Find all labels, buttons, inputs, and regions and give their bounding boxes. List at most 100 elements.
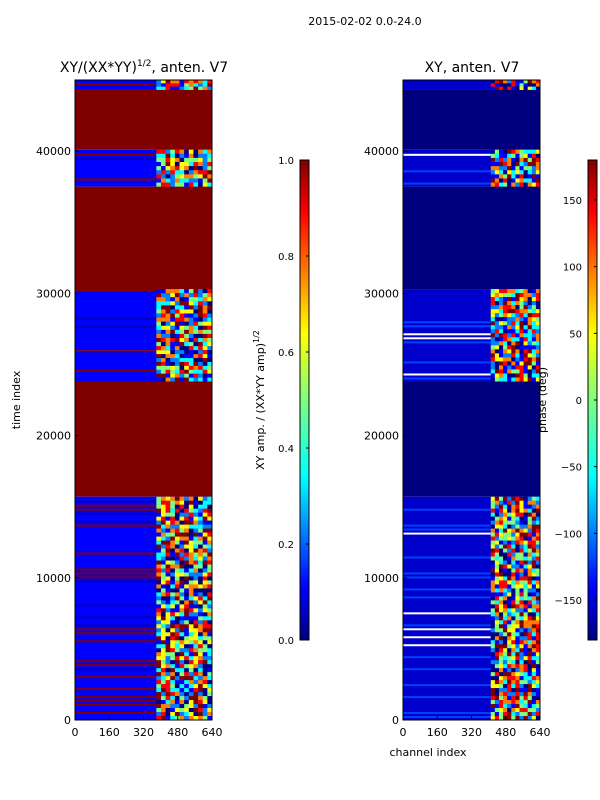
heatmap-cell	[515, 166, 520, 171]
heatmap-cell	[531, 157, 537, 163]
heatmap-cell	[179, 365, 185, 370]
heatmap-cell	[515, 377, 520, 382]
heatmap-cell	[198, 342, 203, 347]
heatmap-cell	[535, 149, 541, 154]
heatmap-cell	[179, 608, 185, 613]
heatmap-cell	[179, 80, 185, 84]
heatmap-cell	[507, 178, 512, 183]
heatmap-cell	[535, 86, 541, 91]
heatmap-cell	[498, 600, 504, 605]
left-heatmap	[75, 80, 213, 721]
heatmap-cell	[160, 504, 166, 509]
heatmap-cell	[188, 346, 194, 351]
heatmap-cell	[531, 496, 537, 501]
heatmap-cell	[160, 544, 166, 549]
heatmap-cell	[202, 166, 208, 171]
heatmap-cell	[156, 636, 162, 641]
heatmap-cell	[160, 149, 166, 154]
heatmap-cell	[511, 608, 516, 613]
heatmap-cell	[193, 361, 199, 367]
heatmap-cell	[523, 700, 528, 705]
heatmap-cell	[498, 596, 504, 601]
heatmap-cell	[202, 365, 208, 370]
heatmap-cell	[498, 564, 504, 569]
heatmap-cell	[188, 668, 194, 673]
heatmap-cell	[188, 512, 194, 517]
heatmap-cell	[160, 636, 166, 641]
heatmap-cell	[156, 496, 162, 501]
heatmap-cell	[188, 350, 194, 355]
heatmap-cell	[165, 524, 171, 529]
heatmap-cell	[202, 325, 208, 331]
heatmap-cell	[494, 80, 500, 84]
heatmap-cell	[523, 321, 528, 326]
heatmap-cell	[523, 692, 528, 697]
heatmap-cell	[174, 86, 180, 91]
heatmap-cell	[170, 580, 176, 585]
heatmap-cell	[527, 321, 532, 326]
heatmap-cell	[179, 656, 185, 661]
heatmap-cell	[494, 576, 500, 581]
heatmap-cell	[531, 612, 537, 617]
heatmap-cell	[165, 632, 171, 637]
heatmap-cell	[207, 696, 213, 701]
heatmap-cell	[498, 524, 504, 529]
heatmap-cell	[531, 325, 537, 330]
heatmap-cell	[174, 358, 180, 363]
heatmap-cell	[207, 361, 213, 367]
heatmap-cell	[179, 616, 185, 621]
heatmap-cell	[174, 604, 180, 609]
heatmap-cell	[170, 333, 176, 339]
heatmap-cell	[174, 700, 180, 705]
heatmap-cell	[527, 656, 532, 661]
heatmap-cell	[535, 162, 541, 167]
heatmap-cell	[498, 572, 504, 577]
heatmap-cell	[198, 153, 203, 159]
heatmap-cell	[165, 170, 171, 175]
heatmap-cell	[519, 580, 524, 585]
heatmap-cell	[165, 548, 171, 553]
heatmap-cell	[515, 536, 520, 541]
heatmap-cell	[494, 596, 500, 601]
colorbar-tick-label: −100	[555, 529, 582, 540]
heatmap-cell	[490, 178, 496, 183]
heatmap-cell	[193, 293, 199, 298]
heatmap-cell	[519, 321, 524, 326]
heatmap-cell	[207, 632, 213, 637]
heatmap-cell	[535, 560, 541, 565]
heatmap-cell	[193, 166, 199, 171]
heatmap-cell	[494, 556, 500, 561]
heatmap-cell	[523, 584, 528, 589]
heatmap-cell	[207, 321, 213, 326]
heatmap-cell	[519, 648, 524, 653]
heatmap-cell	[174, 182, 180, 187]
heatmap-cell	[184, 716, 190, 721]
heatmap-cell	[202, 512, 208, 517]
heatmap-cell	[535, 640, 541, 645]
heatmap-cell	[156, 342, 162, 347]
heatmap-cell	[527, 317, 532, 322]
heatmap-cell	[519, 532, 524, 537]
heatmap-cell	[503, 80, 508, 84]
heatmap-cell	[519, 345, 524, 350]
heatmap-cell	[527, 377, 532, 382]
heatmap-cell	[519, 305, 524, 310]
heatmap-cell	[174, 568, 180, 573]
heatmap-cell	[507, 544, 512, 549]
heatmap-cell	[507, 576, 512, 581]
heatmap-cell	[193, 162, 199, 167]
heatmap-cell	[156, 544, 162, 549]
heatmap-cell	[174, 516, 180, 521]
heatmap-cell	[170, 696, 176, 701]
heatmap-cell	[174, 656, 180, 661]
heatmap-cell	[498, 644, 504, 649]
heatmap-cell	[535, 612, 541, 617]
heatmap-cell	[515, 708, 520, 713]
colorbar-tick-label: −150	[555, 596, 582, 607]
y-tick-label: 40000	[36, 145, 71, 158]
heatmap-cell	[198, 544, 203, 549]
heatmap-cell	[523, 668, 528, 673]
heatmap-cell	[202, 652, 208, 657]
heatmap-cell	[523, 640, 528, 645]
